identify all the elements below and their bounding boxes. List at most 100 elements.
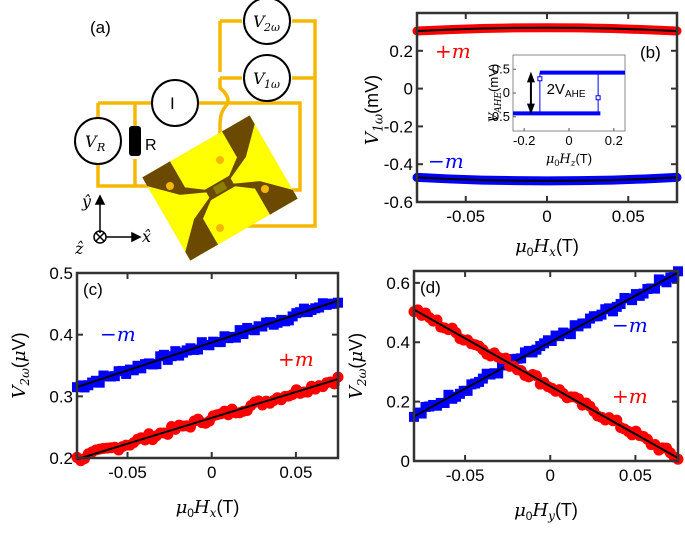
y-tick-label: 0.4 bbox=[49, 326, 73, 345]
svg-text:I: I bbox=[170, 94, 175, 113]
chart-d: -0.05 0 0.05 0 0.2 0.4 0.6 (d) −m +m V2ω(μV) μ0Hy(T… bbox=[346, 266, 684, 523]
svg-text:V: V bbox=[253, 12, 266, 31]
panel-label: (c) bbox=[83, 280, 103, 299]
y-axis-label: ŷ bbox=[81, 192, 92, 211]
fit-line bbox=[76, 299, 339, 389]
v2w-meter: V 2ω bbox=[243, 0, 291, 45]
fit-line bbox=[76, 378, 339, 461]
y-tick-label: -0.6 bbox=[384, 193, 413, 212]
data-point bbox=[669, 271, 680, 282]
fit-line bbox=[416, 176, 678, 182]
y-tick-label: -0.2 bbox=[384, 117, 413, 136]
inset-x-tick-label: -0.2 bbox=[513, 133, 535, 148]
data-point bbox=[416, 408, 427, 419]
data-point bbox=[627, 295, 638, 306]
y-axis-label: V1ω(mV) bbox=[362, 75, 386, 145]
x-axis-label: μ0Hx(T) bbox=[176, 497, 240, 520]
y-tick-label: 0 bbox=[401, 452, 410, 471]
data-point bbox=[530, 370, 542, 382]
z-axis-label: ẑ bbox=[74, 239, 84, 258]
y-tick-label: 0.2 bbox=[49, 449, 73, 468]
y-tick-label: 0.6 bbox=[386, 274, 410, 293]
plot-frame bbox=[415, 11, 679, 204]
svg-text:V: V bbox=[85, 132, 98, 151]
inset-y-tick-label: 0.5 bbox=[492, 61, 510, 76]
data-point bbox=[650, 283, 661, 294]
svg-text:2ω: 2ω bbox=[263, 21, 280, 34]
y-tick-label: 0.2 bbox=[389, 42, 413, 61]
inset-marker bbox=[537, 76, 543, 82]
x-tick-label: 0 bbox=[546, 466, 555, 485]
legend-minus-m: −m bbox=[612, 313, 648, 337]
svg-text:V: V bbox=[253, 69, 266, 88]
plot-frame bbox=[412, 269, 680, 463]
inset-y-tick-label: 0 bbox=[503, 85, 510, 100]
svg-text:R: R bbox=[96, 141, 105, 154]
panel-b-label: (b) bbox=[640, 43, 661, 62]
y-tick-label: 0.3 bbox=[49, 387, 73, 406]
coordinate-axes bbox=[93, 194, 142, 244]
y-tick-label: 0.5 bbox=[49, 264, 73, 283]
inset-annotation: 2VAHE bbox=[547, 81, 586, 100]
x-axis-label: x̂ bbox=[142, 227, 151, 246]
x-tick-label: 0.05 bbox=[279, 463, 312, 482]
y-axis-label: V2ω(μV) bbox=[9, 332, 32, 398]
resistor: R bbox=[129, 126, 157, 156]
arrow-head-up bbox=[526, 71, 535, 83]
panel-label: (d) bbox=[420, 278, 441, 297]
x-tick-label: -0.05 bbox=[446, 207, 485, 226]
x-tick-label: -0.05 bbox=[446, 466, 485, 485]
plot-frame bbox=[75, 271, 340, 460]
data-point bbox=[238, 328, 249, 339]
data-point bbox=[493, 368, 504, 379]
inset-y-label: VAHE(mV) bbox=[486, 64, 504, 122]
vr-meter: V R bbox=[74, 117, 122, 165]
x-tick-label: 0.05 bbox=[619, 466, 652, 485]
inset-y-tick-label: -0.5 bbox=[488, 109, 510, 124]
legend-minus-m: −m bbox=[100, 322, 136, 346]
y-tick-label: 0.2 bbox=[386, 393, 410, 412]
fit-line bbox=[413, 308, 679, 459]
data-point bbox=[230, 332, 241, 343]
hall-bar-device bbox=[142, 115, 298, 261]
inset-x-tick-label: 0 bbox=[565, 133, 572, 148]
current-source: I bbox=[151, 79, 199, 127]
data-point bbox=[193, 344, 204, 355]
x-tick-label: 0 bbox=[542, 207, 551, 226]
arrow-head-down bbox=[526, 103, 535, 115]
data-point bbox=[462, 385, 473, 396]
svg-text:R: R bbox=[145, 137, 157, 154]
legend-minus-m: −m bbox=[428, 149, 464, 173]
v1w-meter: V 1ω bbox=[243, 54, 291, 102]
x-axis-label: μ0Hx(T) bbox=[515, 236, 579, 259]
inset-x-tick-label: 0.2 bbox=[605, 133, 623, 148]
chart-b: -0.05 0 0.05 -0.6 -0.4 -0.2 0 0.2 +m −m (b) V1ω(mV)… bbox=[362, 11, 682, 259]
y-tick-label: 0 bbox=[404, 80, 413, 99]
data-point bbox=[151, 359, 162, 370]
x-tick-label: 0 bbox=[207, 463, 216, 482]
data-point bbox=[94, 377, 105, 388]
x-tick-label: 0.05 bbox=[612, 207, 645, 226]
wires bbox=[96, 19, 317, 228]
x-axis-label: μ0Hy(T) bbox=[514, 500, 578, 523]
legend-plus-m: +m bbox=[612, 384, 648, 408]
data-point bbox=[439, 397, 450, 408]
y-tick-label: 0.4 bbox=[386, 333, 410, 352]
fit-line bbox=[416, 26, 678, 32]
inset-marker bbox=[595, 95, 601, 101]
x-tick-label: -0.05 bbox=[108, 463, 147, 482]
y-axis-label: V2ω(μV) bbox=[346, 333, 369, 399]
fit-line bbox=[413, 271, 679, 418]
panel-a-label: (a) bbox=[90, 18, 111, 37]
contact-pads bbox=[166, 156, 269, 232]
y-tick-label: -0.4 bbox=[384, 155, 413, 174]
data-point bbox=[159, 349, 169, 360]
data-point bbox=[500, 352, 512, 364]
legend-plus-m: +m bbox=[435, 39, 471, 63]
data-point bbox=[215, 337, 226, 348]
legend-plus-m: +m bbox=[278, 347, 314, 371]
svg-text:1ω: 1ω bbox=[264, 78, 280, 91]
chart-c: -0.05 0 0.05 0.2 0.3 0.4 0.5 (c) −m +m V2ω(μV) μ0Hx… bbox=[9, 264, 344, 520]
inset-x-label: μ0Hz(T) bbox=[546, 151, 592, 169]
